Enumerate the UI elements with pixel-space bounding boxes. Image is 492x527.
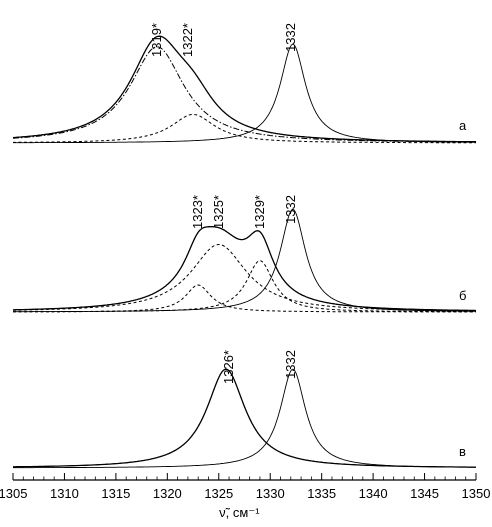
panel-3-series-1 bbox=[13, 368, 476, 468]
panel-2: 1323* 1325* 1329* 1332 б bbox=[13, 195, 476, 313]
panel-1-series-3 bbox=[13, 113, 476, 144]
peak-label: 1319* bbox=[149, 23, 164, 57]
panel-3-series-2 bbox=[13, 368, 476, 469]
panel-2-series-1 bbox=[13, 226, 476, 312]
x-tick-label: 1335 bbox=[307, 486, 336, 501]
peak-label: 1332 bbox=[283, 195, 298, 224]
panel-1-series-1 bbox=[12, 35, 476, 143]
panel-2-series-3 bbox=[13, 244, 476, 312]
plot-area: 1319* 1322* 1332 а 1323* 1325* 1329* 1332 б 1326*… bbox=[12, 23, 476, 469]
panel-2-series-5 bbox=[13, 208, 476, 313]
x-tick-label: 1305 bbox=[0, 486, 27, 501]
panel-3: 1326* 1332 в bbox=[13, 350, 476, 469]
x-tick-label: 1330 bbox=[256, 486, 285, 501]
x-tick-label: 1345 bbox=[410, 486, 439, 501]
panel-label: в bbox=[459, 444, 466, 459]
peak-label: 1332 bbox=[283, 350, 298, 379]
x-tick-label: 1350 bbox=[462, 486, 491, 501]
peak-label: 1329* bbox=[252, 195, 267, 229]
x-axis-label: ν̃, см⁻¹ bbox=[219, 505, 260, 520]
x-tick-label: 1325 bbox=[204, 486, 233, 501]
x-axis: 1305 1310 1315 1320 1325 1330 1335 1340 1345 1350 bbox=[0, 473, 490, 501]
x-tick-label: 1310 bbox=[50, 486, 79, 501]
panel-label: б bbox=[459, 288, 466, 303]
panel-1: 1319* 1322* 1332 а bbox=[12, 23, 476, 144]
x-tick-label: 1320 bbox=[153, 486, 182, 501]
peak-label: 1323* bbox=[190, 195, 205, 229]
peak-label: 1322* bbox=[180, 23, 195, 57]
x-tick-label: 1340 bbox=[359, 486, 388, 501]
panel-2-series-2 bbox=[13, 284, 476, 313]
peak-label: 1325* bbox=[211, 195, 226, 229]
panel-label: а bbox=[459, 118, 467, 133]
panel-1-series-2 bbox=[13, 46, 476, 143]
peak-label: 1332 bbox=[283, 23, 298, 52]
panel-1-series-4 bbox=[13, 43, 476, 144]
peak-label: 1326* bbox=[221, 350, 236, 384]
x-tick-label: 1315 bbox=[101, 486, 130, 501]
panel-2-series-4 bbox=[13, 260, 476, 313]
